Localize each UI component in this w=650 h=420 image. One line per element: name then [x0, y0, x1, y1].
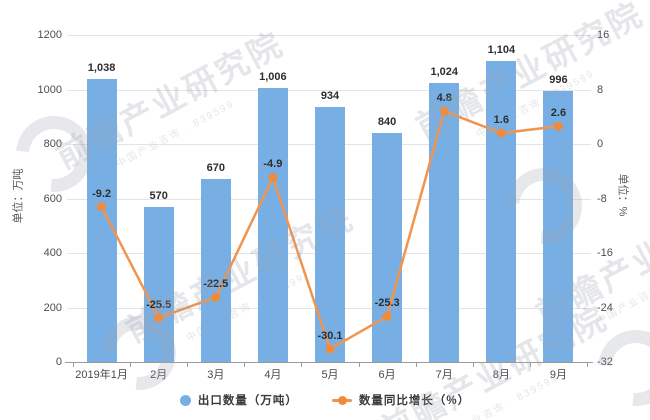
bar-4月 [257, 87, 288, 362]
right-axis-title: 单位：% [616, 173, 629, 217]
gridline [67, 89, 591, 91]
line-value-label: 4.8 [436, 92, 452, 105]
x-axis-tick [244, 362, 246, 367]
left-axis-tick-label: 1200 [37, 29, 62, 41]
x-axis-tick [73, 362, 74, 367]
x-axis-label: 8月 [492, 369, 510, 381]
x-axis-label: 9月 [549, 369, 567, 381]
gridline [67, 35, 591, 36]
x-axis-label: 4月 [264, 369, 282, 381]
bar-2019年1月 [86, 79, 117, 362]
x-axis-label: 2019年1月 [75, 369, 128, 381]
legend-item-export-quantity[interactable]: 出口数量（万吨） [179, 392, 298, 408]
bar-8月 [486, 61, 517, 362]
bar-value-label: 934 [320, 90, 340, 103]
line-value-label: -4.9 [263, 158, 283, 171]
right-axis-tick-label: -8 [597, 192, 607, 205]
left-axis-tick-label: 800 [43, 138, 62, 150]
x-axis-tick [130, 362, 132, 367]
right-axis-tick-label: 0 [597, 138, 604, 150]
x-axis-label: 6月 [378, 369, 396, 381]
bar-value-label: 570 [149, 189, 168, 202]
legend: 出口数量（万吨） 数量同比增长（%） [0, 392, 650, 408]
right-axis-tick-label: -16 [597, 247, 613, 259]
x-axis-tick [358, 362, 360, 367]
line-value-label: -25.5 [146, 298, 172, 311]
legend-label-export-quantity: 出口数量（万吨） [197, 395, 298, 407]
left-axis-tick-label: 1000 [37, 83, 62, 96]
x-axis-tick [187, 362, 189, 367]
legend-label-yoy-growth: 数量同比增长（%） [358, 395, 471, 407]
bar-3月 [200, 179, 231, 362]
bar-value-label: 996 [549, 73, 568, 86]
x-axis-label: 2月 [150, 369, 168, 381]
bar-5月 [315, 107, 345, 362]
right-axis-tick-label: -32 [597, 356, 613, 368]
bar-2月 [143, 206, 174, 362]
left-axis-tick-label: 600 [43, 192, 62, 205]
right-axis-tick-label: 16 [597, 29, 610, 41]
bar-value-label: 1,038 [87, 62, 116, 75]
bar-7月 [429, 82, 460, 362]
legend-item-yoy-growth[interactable]: 数量同比增长（%） [331, 392, 471, 408]
x-axis-tick [415, 362, 417, 367]
line-value-label: 2.6 [550, 107, 567, 120]
left-axis-tick-label: 400 [43, 247, 62, 259]
x-axis-label: 5月 [321, 369, 339, 381]
right-axis-tick-label: 8 [597, 83, 604, 96]
left-axis-title: 单位：万吨 [12, 168, 25, 224]
x-axis-label: 7月 [435, 369, 453, 381]
x-axis-line [65, 362, 593, 363]
x-axis-tick [529, 362, 531, 367]
x-axis-tick [301, 362, 303, 367]
line-value-label: -30.1 [317, 330, 343, 343]
right-axis-tick-label: -24 [597, 301, 613, 314]
bar-value-label: 670 [206, 162, 225, 175]
left-axis-tick-label: 0 [55, 356, 62, 368]
bar-value-label: 1,006 [259, 70, 287, 83]
x-axis-tick [587, 362, 588, 367]
bar-9月 [543, 90, 574, 362]
left-axis-tick-label: 200 [43, 301, 62, 314]
line-value-label: -22.5 [203, 278, 229, 291]
x-axis-tick [472, 362, 474, 367]
legend-line-marker-icon [331, 395, 352, 405]
bar-value-label: 840 [377, 116, 397, 129]
x-axis-label: 3月 [207, 369, 225, 381]
line-value-label: -9.2 [92, 187, 112, 200]
line-value-label: 1.6 [493, 114, 509, 127]
bar-value-label: 1,104 [487, 44, 516, 57]
bar-value-label: 1,024 [430, 65, 458, 78]
bar-6月 [372, 133, 403, 362]
legend-bar-marker-icon [179, 394, 191, 406]
line-value-label: -25.3 [374, 297, 400, 310]
